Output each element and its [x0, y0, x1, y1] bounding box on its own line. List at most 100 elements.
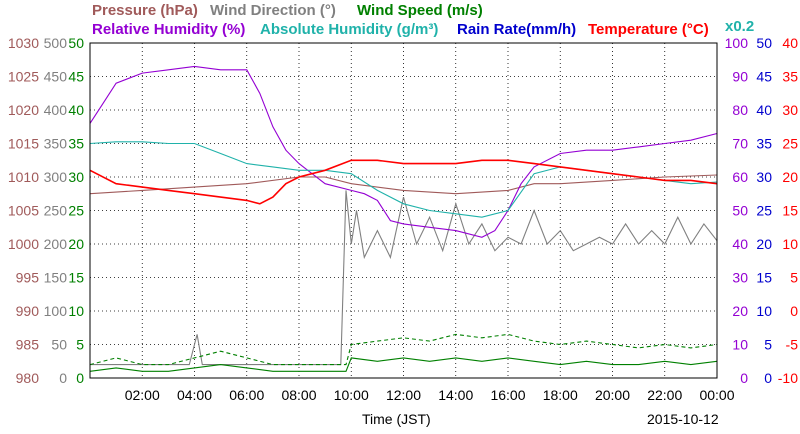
y-tick-wind-direction: 100	[44, 303, 68, 319]
plot-frame	[89, 42, 718, 379]
y-tick-wind-direction: 50	[51, 337, 67, 353]
y-tick-pressure: 995	[16, 270, 40, 286]
y-tick-rain-rate: 40	[756, 102, 772, 118]
x-axis-label: Time (JST)	[362, 411, 431, 427]
y-tick-humidity: 30	[732, 270, 748, 286]
y-tick-wind-speed: 30	[68, 169, 84, 185]
y-tick-humidity: 100	[725, 35, 749, 51]
y-tick-wind-speed: 15	[68, 270, 84, 286]
x-tick-label: 20:00	[595, 387, 630, 403]
y-tick-wind-speed: 0	[76, 370, 84, 386]
date-label: 2015-10-12	[647, 411, 719, 427]
y-tick-wind-speed: 35	[68, 136, 84, 152]
legend-wind-speed: Wind Speed (m/s)	[357, 2, 483, 19]
series-line-4	[89, 65, 718, 238]
y-tick-rain-rate: 30	[756, 169, 772, 185]
y-tick-temperature: 25	[782, 136, 798, 152]
x-tick-label: 02:00	[125, 387, 160, 403]
legend-pressure: Pressure (hPa)	[92, 2, 198, 19]
x-tick-label: 04:00	[177, 387, 212, 403]
y-tick-humidity: 40	[732, 236, 748, 252]
y-tick-temperature: 5	[790, 270, 798, 286]
y-tick-humidity: 20	[732, 303, 748, 319]
y-tick-pressure: 990	[16, 303, 40, 319]
x-tick-label: 10:00	[334, 387, 369, 403]
y-tick-wind-speed: 40	[68, 102, 84, 118]
y-tick-wind-direction: 200	[44, 236, 68, 252]
y-tick-rain-rate: 35	[756, 136, 772, 152]
series-line-0	[89, 174, 718, 195]
series-line-3	[89, 333, 718, 366]
y-tick-wind-direction: 350	[44, 136, 68, 152]
scale-note: x0.2	[725, 18, 754, 35]
y-axes: 9809859909951000100510101015102010251030…	[8, 35, 798, 386]
x-tick-label: 12:00	[386, 387, 421, 403]
y-tick-humidity: 70	[732, 136, 748, 152]
y-tick-wind-speed: 20	[68, 236, 84, 252]
series-line-2	[89, 357, 718, 372]
y-tick-pressure: 1020	[8, 102, 39, 118]
y-tick-humidity: 60	[732, 169, 748, 185]
y-tick-wind-speed: 45	[68, 69, 84, 85]
y-tick-temperature: 35	[782, 69, 798, 85]
series-line-7	[89, 159, 718, 205]
y-tick-rain-rate: 20	[756, 236, 772, 252]
y-tick-pressure: 1000	[8, 236, 39, 252]
y-tick-temperature: 40	[782, 35, 798, 51]
y-tick-rain-rate: 45	[756, 69, 772, 85]
y-tick-wind-speed: 5	[76, 337, 84, 353]
y-tick-rain-rate: 15	[756, 270, 772, 286]
y-tick-temperature: 0	[790, 303, 798, 319]
y-tick-pressure: 1005	[8, 203, 39, 219]
y-tick-rain-rate: 25	[756, 203, 772, 219]
y-tick-pressure: 985	[16, 337, 40, 353]
y-tick-temperature: 15	[782, 203, 798, 219]
y-tick-wind-direction: 150	[44, 270, 68, 286]
y-tick-pressure: 1015	[8, 136, 39, 152]
y-tick-humidity: 80	[732, 102, 748, 118]
y-tick-pressure: 1010	[8, 169, 39, 185]
x-tick-label: 18:00	[543, 387, 578, 403]
y-tick-humidity: 0	[740, 370, 748, 386]
y-tick-humidity: 90	[732, 69, 748, 85]
y-tick-temperature: 30	[782, 102, 798, 118]
series-line-1	[90, 190, 718, 366]
x-tick-label: 16:00	[490, 387, 525, 403]
y-tick-rain-rate: 0	[764, 370, 772, 386]
y-tick-temperature: -10	[778, 370, 798, 386]
x-tick-label: 22:00	[647, 387, 682, 403]
legend-rain-rate: Rain Rate(mm/h)	[457, 21, 576, 38]
y-tick-wind-speed: 25	[68, 203, 84, 219]
x-tick-label: 14:00	[438, 387, 473, 403]
y-tick-rain-rate: 10	[756, 303, 772, 319]
grid	[90, 43, 717, 378]
x-tick-label: 08:00	[281, 387, 316, 403]
legend-wind-direction: Wind Direction (°)	[210, 2, 336, 19]
x-tick-label: 00:00	[699, 387, 734, 403]
legend-temperature: Temperature (°C)	[588, 21, 709, 38]
x-tick-label: 06:00	[229, 387, 264, 403]
y-tick-wind-direction: 250	[44, 203, 68, 219]
y-tick-pressure: 1030	[8, 35, 39, 51]
y-tick-humidity: 10	[732, 337, 748, 353]
y-tick-temperature: 20	[782, 169, 798, 185]
legend-relative-humidity: Relative Humidity (%)	[92, 21, 245, 38]
y-tick-wind-direction: 400	[44, 102, 68, 118]
y-tick-pressure: 1025	[8, 69, 39, 85]
y-tick-wind-speed: 10	[68, 303, 84, 319]
y-tick-temperature: 10	[782, 236, 798, 252]
y-tick-rain-rate: 50	[756, 35, 772, 51]
x-axis: 02:00 04:00 06:00 08:00 10:00 12:00 14:00 16:00…	[125, 387, 735, 403]
y-tick-wind-direction: 0	[59, 370, 67, 386]
y-tick-rain-rate: 5	[764, 337, 772, 353]
y-tick-wind-direction: 300	[44, 169, 68, 185]
y-tick-humidity: 50	[732, 203, 748, 219]
y-tick-temperature: -5	[786, 337, 799, 353]
y-tick-wind-direction: 450	[44, 69, 68, 85]
y-tick-wind-direction: 500	[44, 35, 68, 51]
chart-header: Pressure (hPa) Wind Direction (°) Wind S…	[92, 2, 754, 38]
legend-absolute-humidity: Absolute Humidity (g/m³)	[260, 21, 438, 38]
y-tick-wind-speed: 50	[68, 35, 84, 51]
y-tick-pressure: 980	[16, 370, 40, 386]
